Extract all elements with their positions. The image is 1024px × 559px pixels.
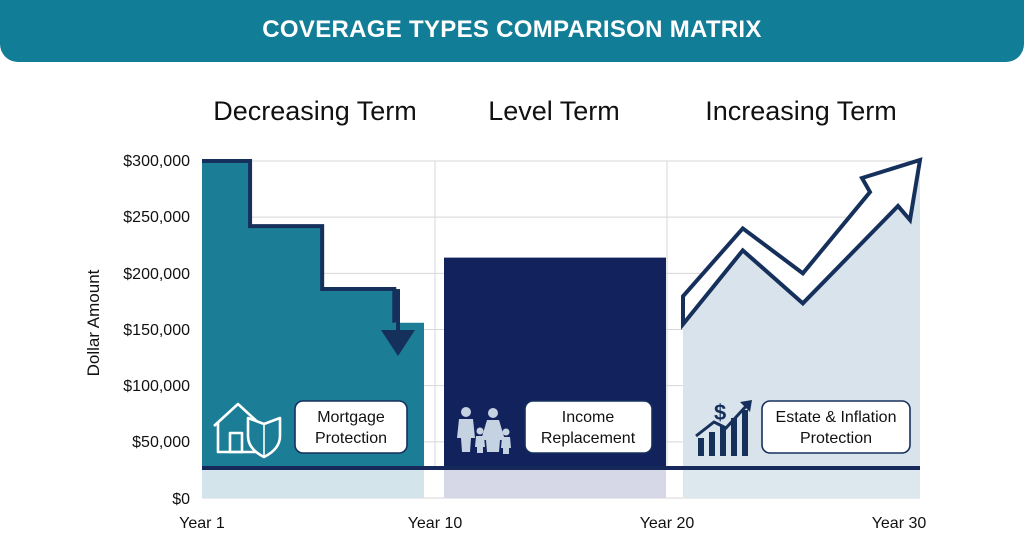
svg-text:$: $ [714,400,726,425]
panel-title-level-term: Level Term [488,96,620,126]
down-arrow-icon [381,330,415,356]
y-tick-label: $100,000 [123,378,190,395]
panel-label-line: Replacement [541,430,636,447]
panel-title-increasing-term: Increasing Term [705,96,897,126]
panel-title-decreasing-term: Decreasing Term [213,96,417,126]
y-tick-label: $0 [172,491,190,508]
chart-title: COVERAGE TYPES COMPARISON MATRIX [262,16,762,43]
y-tick-label: $150,000 [123,322,190,339]
label-box-income-replacement: Income Replacement [524,400,653,454]
y-tick-label: $300,000 [123,153,190,170]
panel-label-line: Estate & Inflation [776,409,897,426]
y-tick-label: $200,000 [123,266,190,283]
panel-label-line: Mortgage [317,409,385,426]
x-tick-label: Year 20 [640,515,695,532]
label-box-mortgage-protection: Mortgage Protection [294,400,408,454]
base-band-increasing [683,470,920,498]
series-area-decreasing-term [202,161,424,468]
panel-label-line: Protection [315,430,387,447]
dollar-growth-chart-icon: $ [695,400,752,456]
y-tick-label: $250,000 [123,209,190,226]
family-icon [457,407,511,454]
label-box-estate-inflation-protection: Estate & Inflation Protection [761,400,911,454]
growth-arrow-icon [681,157,923,330]
panel-label-line: Income [562,409,615,426]
title-banner [0,0,1024,62]
x-tick-label: Year 30 [872,515,927,532]
y-tick-label: $50,000 [132,434,190,451]
house-shield-icon [213,402,282,459]
x-tick-label: Year 1 [179,515,225,532]
base-band-decreasing [202,470,424,498]
base-band-level [444,470,666,498]
panel-label-line: Protection [800,430,872,447]
y-axis-label: Dollar Amount [84,269,103,376]
series-line-decreasing-term [202,159,397,323]
x-tick-label: Year 10 [408,515,463,532]
